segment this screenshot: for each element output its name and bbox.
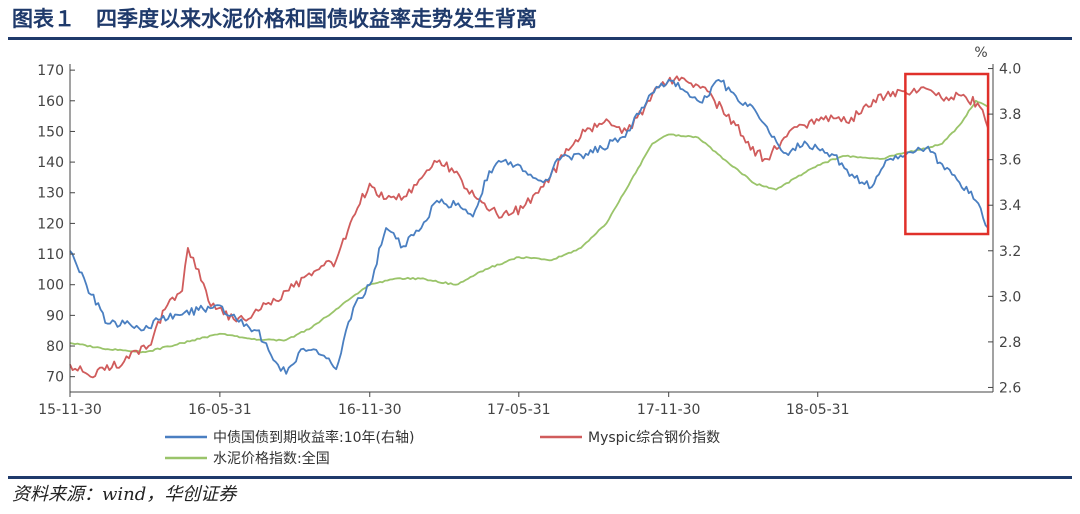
left-tick-label: 130 xyxy=(37,186,64,202)
plot-area xyxy=(69,72,990,379)
legend-label: 中债国债到期收益率:10年(右轴) xyxy=(213,429,414,446)
x-tick-label: 15-11-30 xyxy=(38,402,102,418)
title-divider xyxy=(8,37,1072,40)
right-tick-label: 3.8 xyxy=(999,107,1021,123)
right-tick-label: 3.0 xyxy=(999,289,1021,305)
legend-label: Myspic综合钢价指数 xyxy=(588,430,720,446)
right-tick-label: 3.2 xyxy=(999,244,1021,260)
left-tick-label: 160 xyxy=(37,94,64,110)
right-tick-label: 4.0 xyxy=(999,62,1021,78)
left-tick-label: 170 xyxy=(37,63,64,79)
figure-title: 图表１ 四季度以来水泥价格和国债收益率走势发生背离 xyxy=(12,6,537,31)
left-tick-label: 70 xyxy=(46,370,64,386)
left-tick-label: 80 xyxy=(46,339,64,355)
series-line xyxy=(69,75,989,379)
left-tick-label: 110 xyxy=(37,247,64,263)
series-line xyxy=(69,99,989,354)
axes: 70 80 90 100 110 120 130 140 150 160 170 2.6 2.8 3.0 3… xyxy=(37,45,1021,418)
left-tick-label: 100 xyxy=(37,278,64,294)
series-line xyxy=(69,79,989,375)
right-axis-unit: % xyxy=(974,45,987,61)
x-tick-label: 16-11-30 xyxy=(338,402,402,418)
highlight-box xyxy=(904,72,990,236)
x-tick-label: 16-05-31 xyxy=(188,402,252,418)
right-tick-label: 3.4 xyxy=(999,198,1021,214)
right-tick-label: 2.6 xyxy=(999,380,1021,396)
legend-label: 水泥价格指数:全国 xyxy=(213,450,330,467)
x-tick-label: 18-05-31 xyxy=(786,402,850,418)
left-tick-label: 150 xyxy=(37,124,64,140)
source-note: 资料来源：wind，华创证券 xyxy=(12,484,237,505)
left-tick-label: 90 xyxy=(46,308,64,324)
footer-divider xyxy=(8,476,1072,479)
right-tick-label: 2.8 xyxy=(999,335,1021,351)
left-tick-label: 140 xyxy=(37,155,64,171)
chart: 70 80 90 100 110 120 130 140 150 160 170 2.6 2.8 3.0 3… xyxy=(37,45,1021,467)
x-tick-label: 17-05-31 xyxy=(487,402,551,418)
left-tick-label: 120 xyxy=(37,216,64,232)
right-tick-label: 3.6 xyxy=(999,153,1021,169)
x-tick-label: 17-11-30 xyxy=(637,402,701,418)
